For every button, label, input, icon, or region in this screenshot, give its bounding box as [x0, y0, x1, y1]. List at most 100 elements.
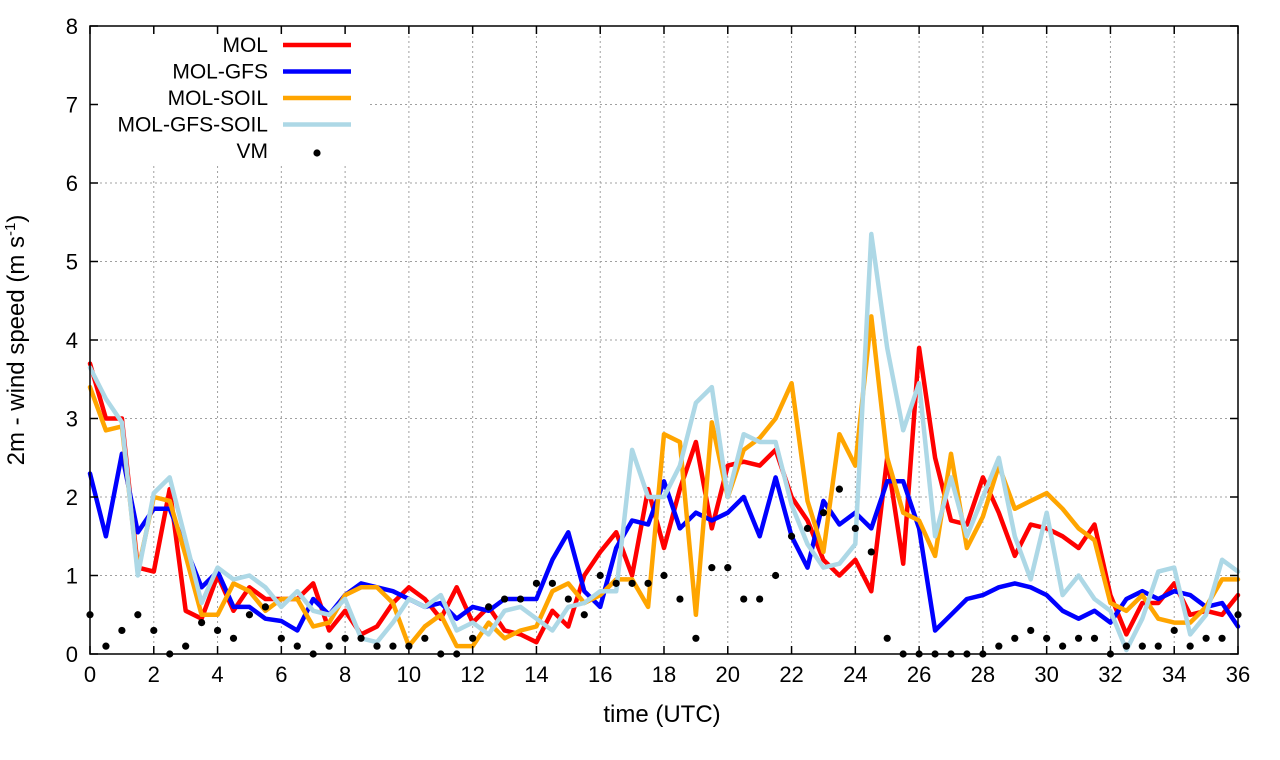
vm-point [740, 595, 748, 603]
vm-point [293, 642, 301, 650]
y-axis-title-sup: -1 [2, 223, 19, 236]
vm-point [229, 634, 238, 642]
vm-point [596, 571, 604, 580]
vm-point [245, 611, 254, 619]
vm-point [1138, 642, 1146, 650]
x-tick-label: 6 [275, 662, 287, 687]
x-tick-label: 16 [588, 662, 612, 687]
vm-point [1186, 642, 1194, 650]
legend-label-mol-gfs: MOL-GFS [172, 61, 268, 84]
vm-point [867, 548, 875, 556]
legend-label-mol-soil: MOL-SOIL [168, 87, 268, 110]
vm-observations [86, 485, 1242, 658]
vm-point [1090, 634, 1099, 642]
series-line-mol-gfs-soil [87, 231, 1241, 653]
series-line-mol-gfs [87, 451, 1241, 633]
vm-point [612, 579, 620, 587]
vm-point [325, 642, 333, 650]
legend-background [96, 28, 368, 163]
vm-point [373, 642, 381, 650]
vm-point [341, 634, 349, 642]
y-tick-label: 7 [66, 93, 78, 118]
y-tick-label: 1 [66, 564, 78, 589]
vm-point [500, 595, 509, 603]
vm-point [803, 524, 812, 533]
vm-point [1170, 626, 1178, 635]
x-tick-label: 8 [339, 662, 351, 687]
x-tick-label: 22 [779, 662, 803, 687]
vm-point [580, 611, 588, 619]
series-lines [87, 231, 1241, 653]
x-tick-label: 36 [1226, 662, 1250, 687]
vm-point [628, 579, 636, 587]
vm-point [421, 634, 429, 642]
legend-label-mol: MOL [222, 34, 268, 57]
y-tick-label: 4 [66, 328, 78, 353]
vm-point [724, 564, 732, 572]
vm-point [261, 603, 269, 611]
x-tick-label: 32 [1098, 662, 1122, 687]
x-tick-label: 18 [652, 662, 676, 687]
x-tick-label: 0 [84, 662, 96, 687]
x-tick-label: 14 [524, 662, 548, 687]
x-tick-label: 26 [907, 662, 931, 687]
vm-point [118, 626, 126, 635]
vm-point [469, 634, 477, 642]
x-tick-label: 28 [971, 662, 995, 687]
vm-point [102, 642, 110, 650]
vm-point [532, 579, 541, 587]
x-tick-label: 10 [397, 662, 421, 687]
x-tick-label: 24 [843, 662, 867, 687]
vm-point [708, 564, 716, 572]
vm-point [1074, 634, 1083, 642]
y-axis-title: 2m - wind speed (m s-1) [2, 215, 30, 466]
y-axis-title-main: 2m - wind speed (m s [3, 236, 30, 465]
vm-point [772, 571, 780, 580]
vm-point [787, 532, 796, 540]
vm-point [644, 579, 652, 587]
x-tick-label: 20 [716, 662, 740, 687]
vm-point [277, 634, 285, 642]
vm-point [756, 595, 764, 603]
y-tick-label: 5 [66, 250, 78, 275]
vm-point [1027, 626, 1035, 635]
y-axis-title-close: ) [3, 215, 30, 223]
vm-point [1011, 634, 1019, 642]
vm-point [548, 579, 556, 587]
vm-point [676, 595, 684, 603]
vm-point [1043, 634, 1051, 642]
x-tick-label: 34 [1162, 662, 1186, 687]
legend-label-vm: VM [237, 140, 269, 163]
legend-swatch-vm [313, 149, 321, 157]
vm-point [357, 634, 365, 642]
series-line-mol-soil [87, 314, 1241, 649]
vm-point [564, 595, 572, 603]
vm-point [1059, 642, 1067, 650]
vm-point [819, 509, 828, 517]
vm-point [389, 642, 397, 650]
y-tick-label: 8 [66, 14, 78, 39]
vm-point [1122, 642, 1130, 650]
legend-label-mol-gfs-soil: MOL-GFS-SOIL [117, 114, 268, 137]
vm-point [995, 642, 1003, 650]
vm-point [516, 595, 525, 603]
vm-point [485, 603, 493, 611]
vm-point [182, 642, 190, 650]
vm-point [198, 619, 206, 627]
axis-ticks: 0 2 4 6 8 10 12 14 16 18 20 22 24 26 28 30 32 34 360123456… [66, 14, 1250, 687]
vm-point [835, 485, 843, 493]
y-tick-label: 0 [66, 642, 78, 667]
x-tick-label: 4 [211, 662, 223, 687]
grid [90, 26, 1238, 654]
x-axis-title: time (UTC) [603, 701, 720, 728]
vm-point [883, 634, 891, 642]
y-tick-label: 3 [66, 407, 78, 432]
vm-point [150, 626, 158, 635]
vm-point [1202, 634, 1210, 642]
vm-point [1154, 642, 1162, 650]
y-tick-label: 2 [66, 485, 78, 510]
y-tick-label: 6 [66, 171, 78, 196]
x-tick-label: 2 [148, 662, 160, 687]
x-tick-label: 30 [1034, 662, 1058, 687]
